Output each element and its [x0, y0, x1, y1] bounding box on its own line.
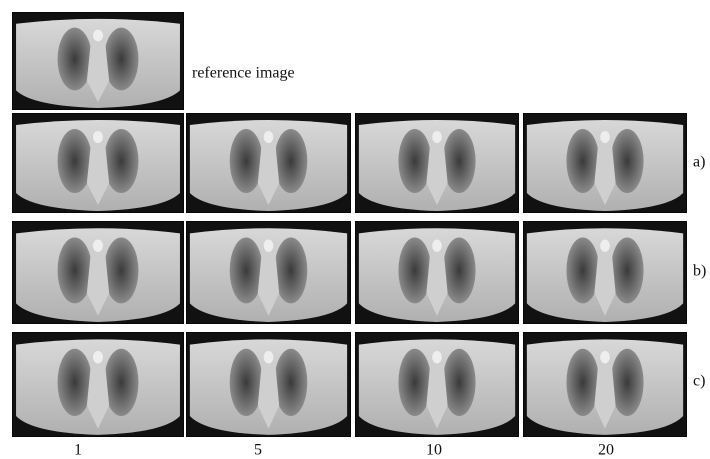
row-a	[12, 113, 687, 213]
row-label: a)	[693, 154, 705, 171]
row-label: b)	[693, 263, 706, 280]
figure: reference image a) b) c) 1 5 10 20	[0, 0, 710, 459]
row-b	[12, 221, 687, 324]
ct-panel	[186, 332, 351, 437]
reference-image	[12, 12, 184, 110]
ct-panel	[186, 221, 351, 324]
ct-panel	[523, 113, 687, 213]
ct-panel	[355, 332, 519, 437]
ct-panel	[523, 221, 687, 324]
ct-panel	[355, 113, 519, 213]
ct-panel	[355, 221, 519, 324]
ct-panel	[186, 113, 351, 213]
row-label: c)	[693, 373, 705, 390]
column-label: 10	[426, 442, 442, 459]
column-label: 1	[74, 442, 82, 459]
row-c	[12, 332, 687, 437]
reference-label: reference image	[192, 65, 295, 82]
ct-panel	[12, 221, 184, 324]
column-label: 5	[254, 442, 262, 459]
column-label: 20	[598, 442, 614, 459]
ct-panel	[12, 332, 184, 437]
ct-panel	[12, 113, 184, 213]
ct-panel	[523, 332, 687, 437]
